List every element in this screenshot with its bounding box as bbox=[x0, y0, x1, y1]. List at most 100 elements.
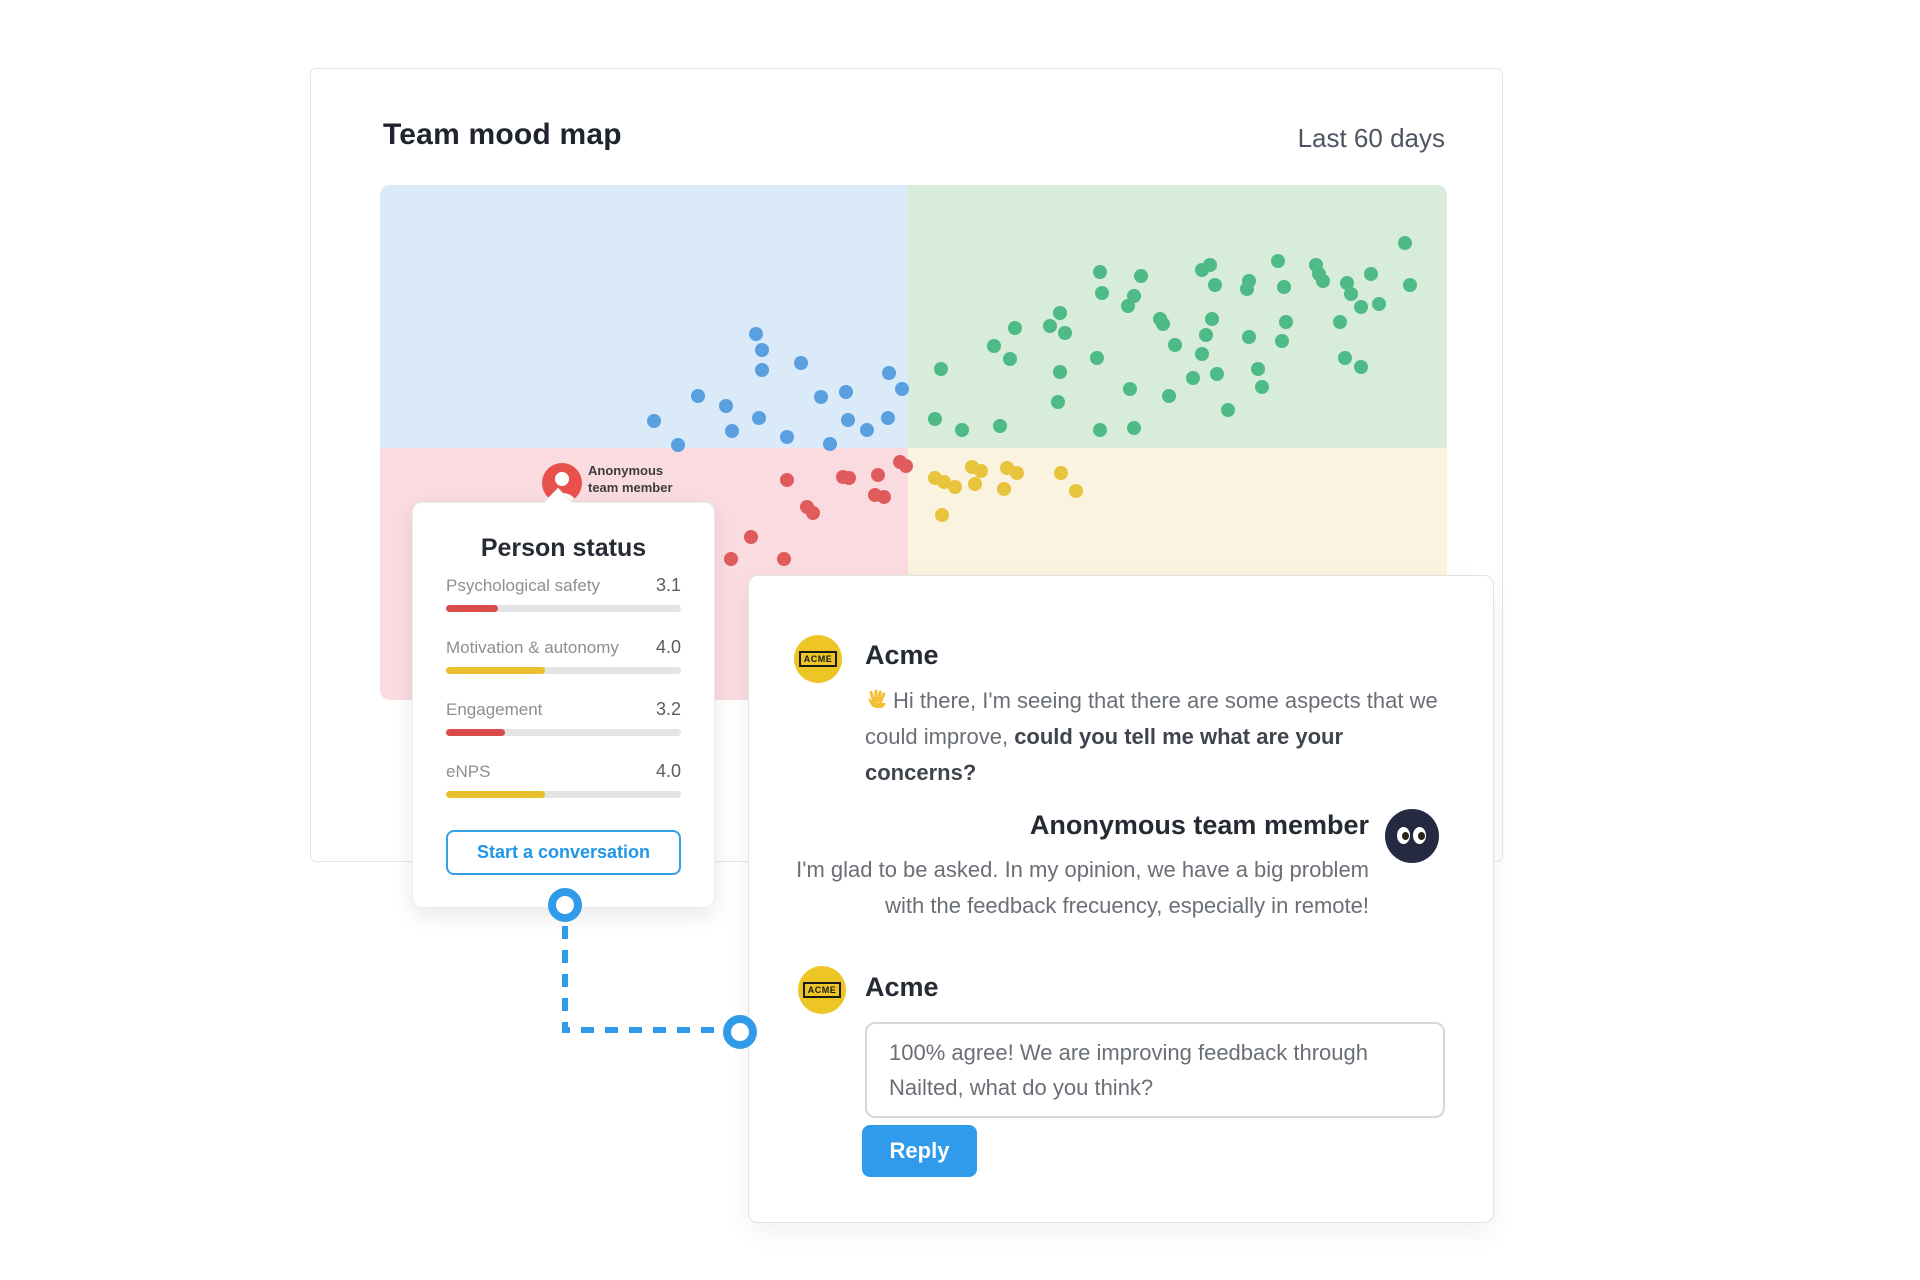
mood-dot-green[interactable] bbox=[1241, 329, 1256, 344]
mood-dot-green[interactable] bbox=[927, 411, 942, 426]
mood-dot-green[interactable] bbox=[1278, 314, 1293, 329]
mood-dot-green[interactable] bbox=[1050, 394, 1065, 409]
popup-title: Person status bbox=[480, 534, 647, 562]
connector-node-chat bbox=[723, 1015, 757, 1049]
selected-member-label: Anonymous team member bbox=[588, 463, 673, 495]
mood-dot-blue[interactable] bbox=[823, 437, 838, 452]
mood-dot-red[interactable] bbox=[779, 473, 794, 488]
mood-dot-yellow[interactable] bbox=[948, 479, 963, 494]
mood-dot-blue[interactable] bbox=[841, 412, 856, 427]
mood-dot-green[interactable] bbox=[1333, 314, 1348, 329]
mood-dot-blue[interactable] bbox=[894, 381, 909, 396]
mood-dot-green[interactable] bbox=[1007, 321, 1022, 336]
mood-dot-green[interactable] bbox=[954, 423, 969, 438]
mood-dot-green[interactable] bbox=[1353, 359, 1368, 374]
mood-dot-green[interactable] bbox=[1398, 236, 1413, 251]
mood-dot-green[interactable] bbox=[1205, 311, 1220, 326]
mood-dot-green[interactable] bbox=[1058, 325, 1072, 340]
mood-dot-blue[interactable] bbox=[754, 342, 769, 357]
mood-dot-green[interactable] bbox=[1123, 381, 1138, 396]
mood-dot-yellow[interactable] bbox=[1000, 461, 1015, 476]
quadrant-top-left bbox=[380, 185, 909, 448]
mood-dot-green[interactable] bbox=[1161, 389, 1176, 404]
mood-dot-blue[interactable] bbox=[839, 385, 854, 400]
mood-dot-green[interactable] bbox=[1002, 352, 1017, 367]
mood-dot-blue[interactable] bbox=[880, 410, 895, 425]
eyes-icon bbox=[1397, 827, 1410, 844]
mood-dot-blue[interactable] bbox=[881, 365, 896, 380]
mood-dot-green[interactable] bbox=[1167, 338, 1182, 353]
mood-dot-yellow[interactable] bbox=[1053, 465, 1068, 480]
mood-dot-blue[interactable] bbox=[754, 362, 769, 377]
message-text: Hi there, I'm seeing that there are some… bbox=[865, 688, 1438, 785]
mood-dot-green[interactable] bbox=[1364, 267, 1379, 282]
mood-dot-blue[interactable] bbox=[670, 438, 685, 453]
mood-dot-green[interactable] bbox=[1133, 269, 1148, 284]
mood-dot-red[interactable] bbox=[724, 551, 739, 566]
mood-dot-green[interactable] bbox=[1095, 286, 1110, 301]
mood-dot-blue[interactable] bbox=[725, 424, 740, 439]
mood-dot-green[interactable] bbox=[1093, 265, 1108, 280]
start-conversation-button[interactable]: Start a conversation bbox=[446, 830, 681, 875]
mood-dot-yellow[interactable] bbox=[997, 481, 1012, 496]
mood-dot-green[interactable] bbox=[1251, 361, 1266, 376]
mood-dot-green[interactable] bbox=[1371, 296, 1386, 311]
mood-dot-green[interactable] bbox=[1255, 379, 1270, 394]
mood-dot-green[interactable] bbox=[986, 339, 1001, 354]
mood-dot-green[interactable] bbox=[1194, 346, 1209, 361]
mood-dot-green[interactable] bbox=[1337, 351, 1352, 366]
mood-dot-blue[interactable] bbox=[859, 423, 874, 438]
mood-dot-green[interactable] bbox=[1353, 300, 1368, 315]
mood-dot-green[interactable] bbox=[1343, 287, 1358, 302]
mood-dot-blue[interactable] bbox=[690, 389, 705, 404]
mood-dot-green[interactable] bbox=[1127, 421, 1142, 436]
mood-dot-red[interactable] bbox=[777, 551, 792, 566]
mood-dot-green[interactable] bbox=[1311, 267, 1326, 282]
mood-dot-yellow[interactable] bbox=[935, 508, 950, 523]
mood-dot-green[interactable] bbox=[1203, 257, 1218, 272]
reply-button[interactable]: Reply bbox=[862, 1125, 977, 1177]
mood-dot-green[interactable] bbox=[1209, 367, 1224, 381]
mood-dot-blue[interactable] bbox=[794, 356, 809, 371]
mood-dot-red[interactable] bbox=[799, 499, 814, 514]
mood-dot-green[interactable] bbox=[1127, 289, 1142, 304]
mood-dot-green[interactable] bbox=[1339, 275, 1354, 290]
mood-dot-green[interactable] bbox=[1043, 319, 1058, 334]
metric-label: Motivation & autonomy bbox=[446, 638, 619, 657]
mood-dot-green[interactable] bbox=[1052, 306, 1067, 321]
mood-dot-green[interactable] bbox=[1093, 423, 1108, 438]
mood-dot-green[interactable] bbox=[1271, 254, 1286, 269]
mood-dot-green[interactable] bbox=[1052, 364, 1067, 379]
mood-dot-green[interactable] bbox=[992, 419, 1007, 434]
mood-dot-blue[interactable] bbox=[718, 398, 733, 413]
mood-dot-red[interactable] bbox=[744, 529, 759, 544]
mood-dot-yellow[interactable] bbox=[927, 471, 942, 486]
mood-dot-blue[interactable] bbox=[813, 390, 828, 405]
mood-dot-yellow[interactable] bbox=[968, 477, 983, 492]
mood-dot-green[interactable] bbox=[1221, 403, 1236, 418]
reply-input[interactable]: 100% agree! We are improving feedback th… bbox=[865, 1022, 1445, 1118]
mood-dot-green[interactable] bbox=[1274, 334, 1289, 349]
mood-dot-green[interactable] bbox=[1276, 279, 1291, 294]
mood-dot-blue[interactable] bbox=[779, 429, 794, 444]
mood-dot-red[interactable] bbox=[836, 470, 851, 484]
metric-value: 4.0 bbox=[655, 637, 681, 657]
mood-dot-green[interactable] bbox=[1198, 327, 1213, 342]
mood-dot-red[interactable] bbox=[892, 455, 907, 470]
mood-dot-green[interactable] bbox=[1186, 371, 1201, 386]
mood-dot-yellow[interactable] bbox=[1068, 483, 1083, 498]
mood-dot-red[interactable] bbox=[871, 467, 886, 482]
mood-dot-green[interactable] bbox=[1240, 282, 1255, 297]
mood-dot-yellow[interactable] bbox=[965, 460, 980, 475]
mood-dot-green[interactable] bbox=[1208, 277, 1223, 292]
mood-dot-blue[interactable] bbox=[647, 413, 662, 428]
mood-dot-red[interactable] bbox=[868, 488, 883, 503]
mood-dot-blue[interactable] bbox=[751, 410, 766, 425]
page-title: Team mood map bbox=[383, 118, 622, 151]
mood-dot-blue[interactable] bbox=[748, 327, 763, 342]
mood-dot-green[interactable] bbox=[1156, 317, 1171, 332]
mood-dot-green[interactable] bbox=[934, 361, 949, 376]
period-selector[interactable]: Last 60 days bbox=[1297, 123, 1445, 153]
mood-dot-green[interactable] bbox=[1090, 351, 1105, 366]
mood-dot-green[interactable] bbox=[1402, 277, 1417, 292]
